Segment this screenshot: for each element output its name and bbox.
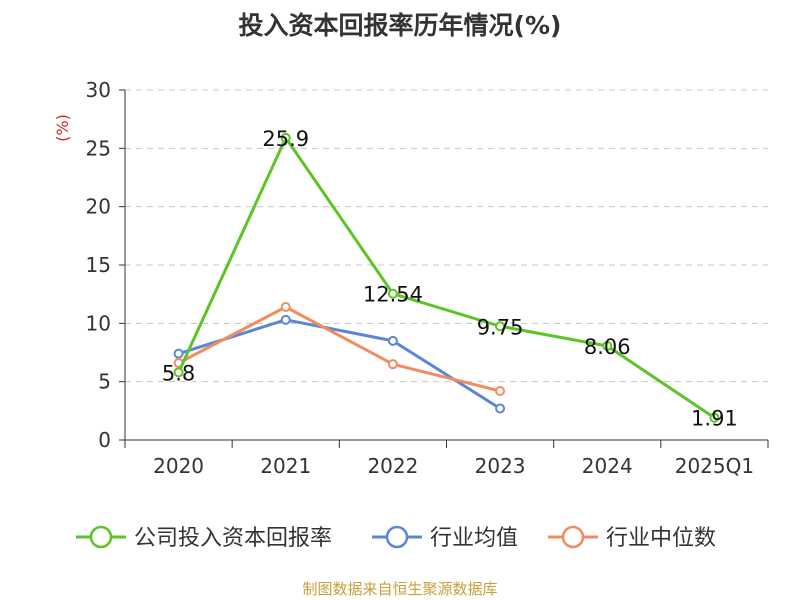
legend-swatch-marker — [385, 525, 409, 549]
legend-label: 公司投入资本回报率 — [134, 526, 332, 551]
y-tick-label: 25 — [86, 136, 111, 160]
x-tick-label: 2020 — [153, 454, 204, 478]
data-labels: 5.8 25.9 12.54 9.75 8.06 1.91 — [162, 127, 738, 431]
legend-label: 行业中位数 — [606, 526, 716, 551]
data-point-1 — [387, 335, 398, 346]
x-tick-label: 2023 — [475, 454, 526, 478]
legend-item-0: 公司投入资本回报率 — [76, 525, 332, 551]
series-line-1 — [178, 318, 501, 410]
axes: 0 5 10 15 20 25 30 2020 2021 2022 2023 2024 2025Q1 (%… — [53, 78, 769, 478]
data-point-2 — [495, 386, 506, 396]
data-label: 8.06 — [584, 335, 631, 359]
data-point-2 — [280, 302, 291, 312]
data-label: 25.9 — [262, 127, 309, 151]
data-point-0 — [495, 321, 506, 332]
data-label: 1.91 — [691, 407, 738, 431]
legend: 公司投入资本回报率 行业均值 行业中位数 — [76, 525, 716, 551]
data-point-1 — [495, 403, 506, 414]
series-line-2 — [177, 305, 501, 393]
data-point-0 — [387, 288, 398, 299]
gridlines — [125, 89, 768, 383]
legend-swatch-marker — [89, 525, 113, 549]
y-tick-label: 15 — [86, 253, 111, 277]
series-lines — [173, 132, 720, 423]
legend-item-2: 行业中位数 — [548, 525, 716, 551]
legend-item-1: 行业均值 — [372, 525, 518, 551]
y-tick-label: 30 — [86, 78, 111, 102]
data-point-0 — [173, 367, 184, 378]
source-note: 制图数据来自恒生聚源数据库 — [302, 580, 498, 598]
legend-swatch-marker — [561, 525, 585, 549]
y-axis-title: (%) — [53, 114, 72, 142]
x-tick-label: 2025Q1 — [675, 454, 754, 478]
data-point-1 — [280, 314, 291, 325]
chart-title: 投入资本回报率历年情况(%) — [238, 11, 562, 40]
x-tick-label: 2021 — [260, 454, 311, 478]
data-label: 5.8 — [162, 361, 195, 385]
data-point-0 — [602, 340, 613, 351]
y-tick-label: 10 — [86, 311, 111, 335]
y-tick-label: 5 — [98, 370, 111, 394]
x-tick-label: 2024 — [582, 454, 633, 478]
y-tick-label: 0 — [98, 428, 111, 452]
data-point-0 — [709, 412, 720, 423]
data-point-0 — [280, 132, 291, 143]
x-tick-label: 2022 — [367, 454, 418, 478]
series-line-0 — [177, 136, 716, 419]
legend-label: 行业均值 — [430, 526, 518, 551]
data-label: 9.75 — [477, 315, 524, 339]
data-point-1 — [173, 348, 184, 359]
data-label: 12.54 — [363, 283, 423, 307]
y-tick-label: 20 — [86, 195, 111, 219]
data-point-2 — [387, 359, 398, 370]
